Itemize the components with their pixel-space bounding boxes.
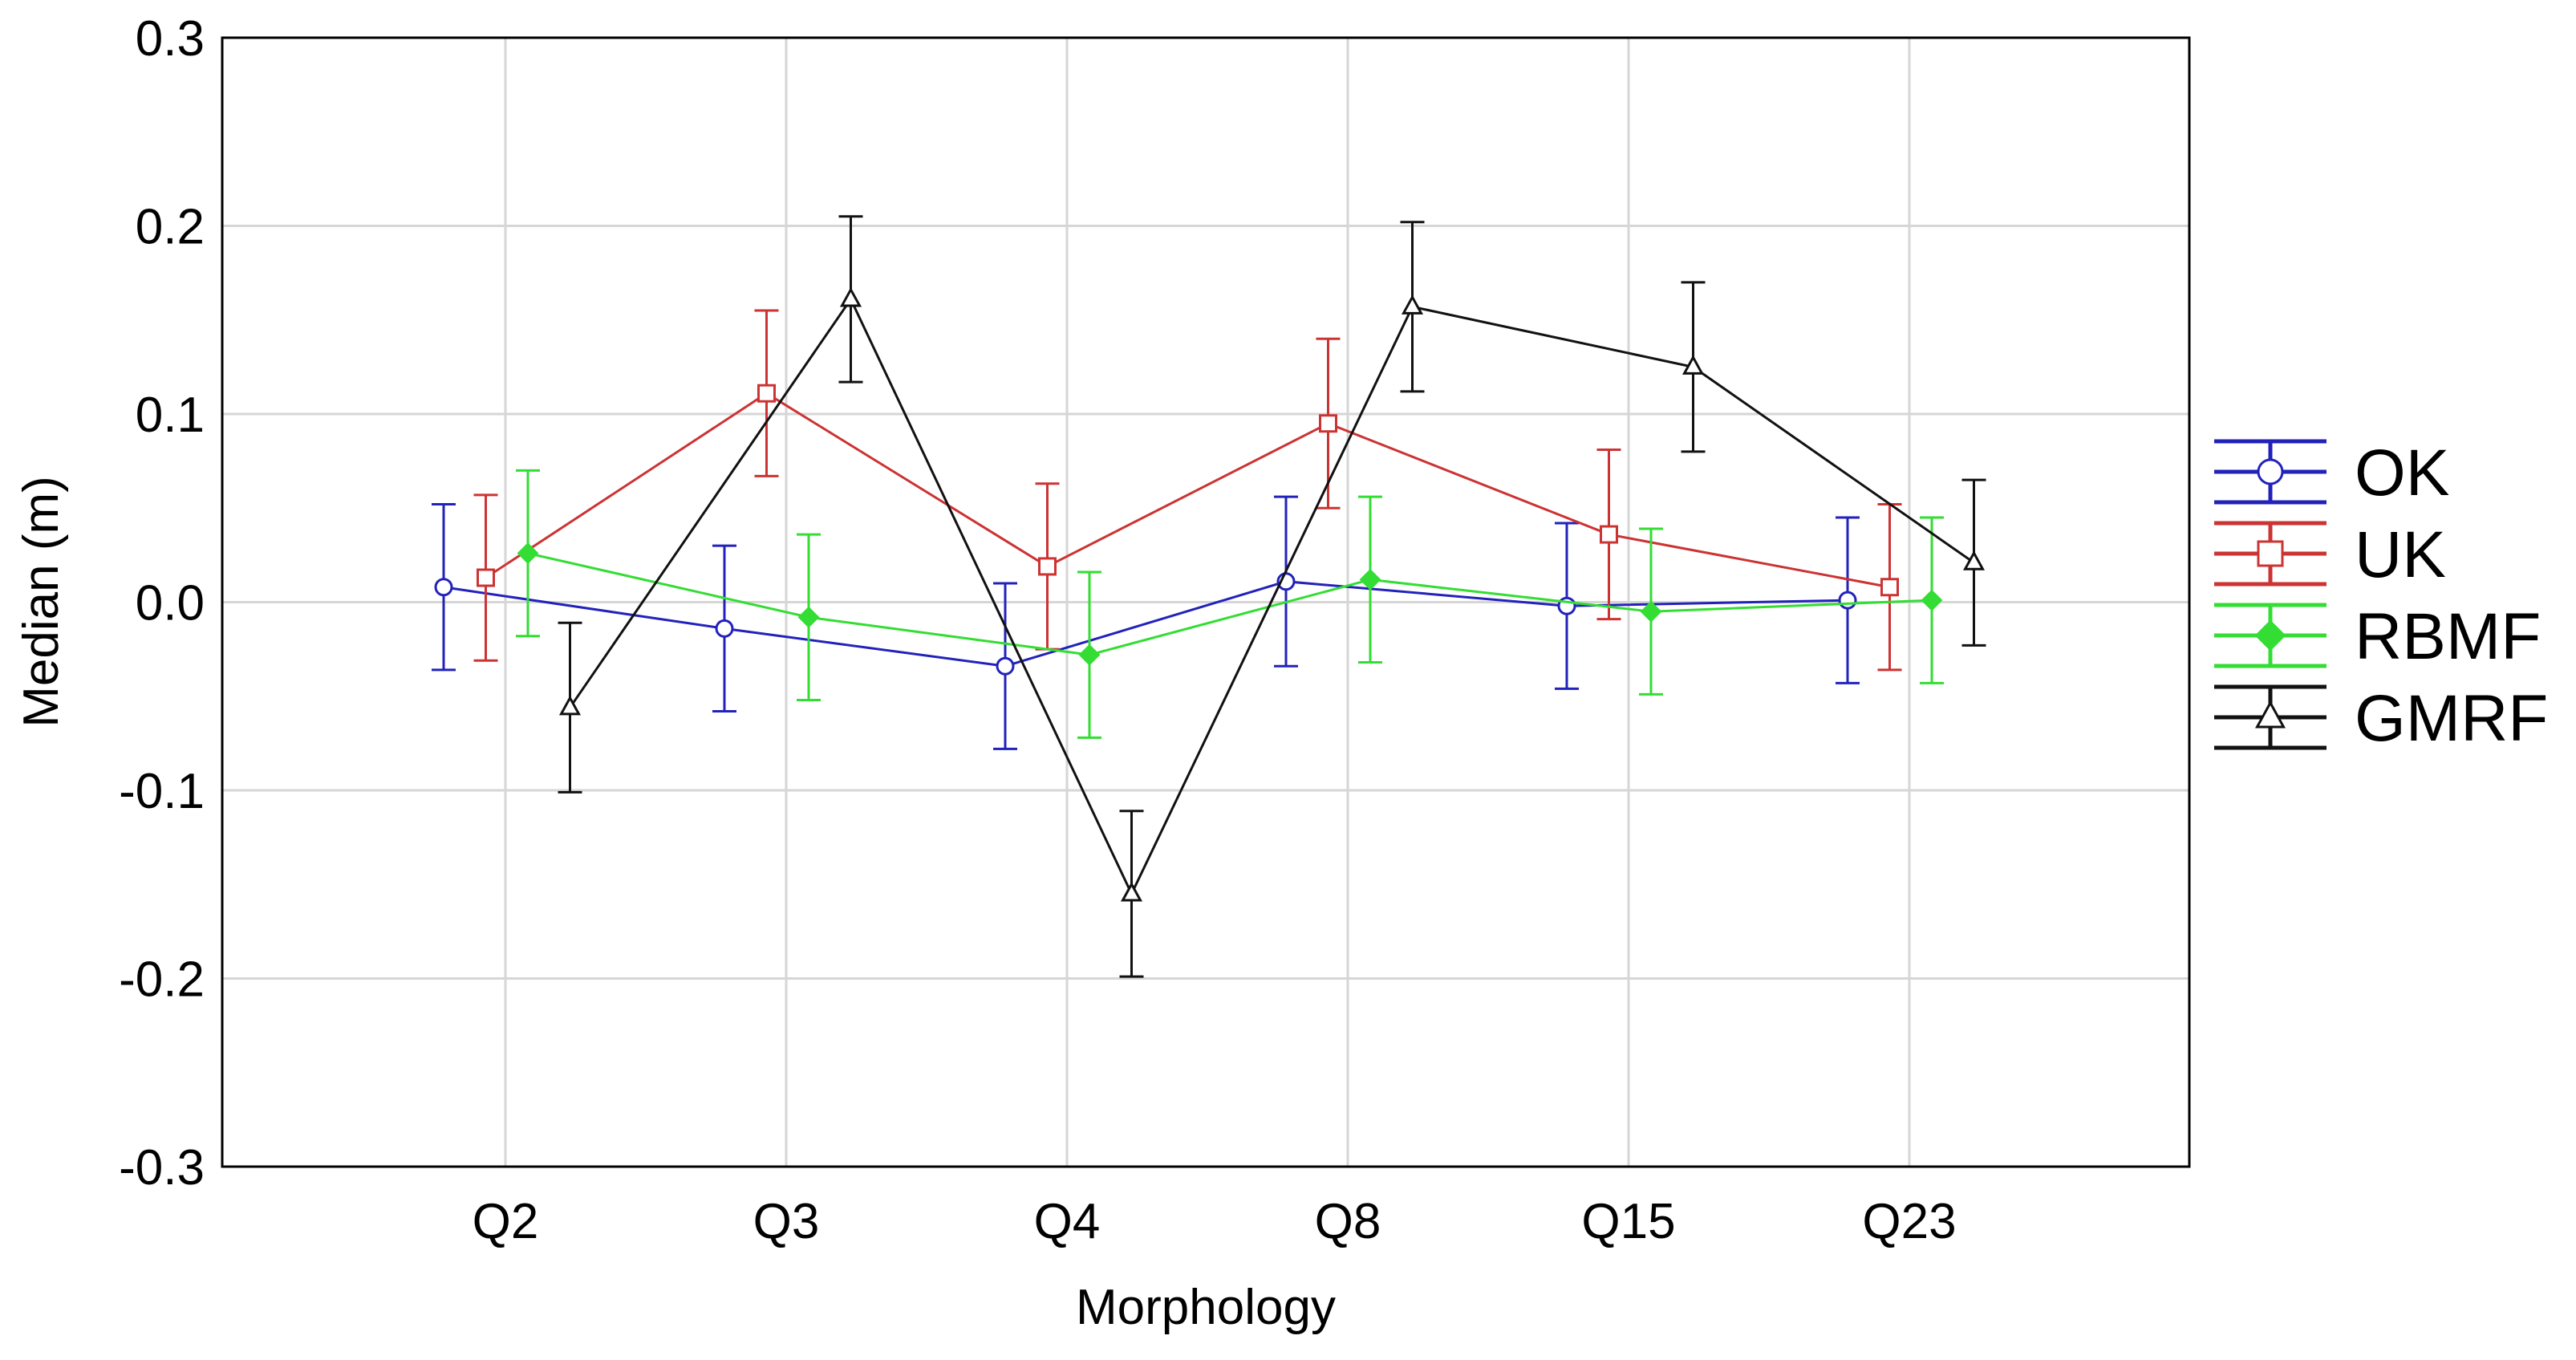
- x-tick-label: Q2: [473, 1194, 539, 1249]
- series-rbmf: [516, 469, 1944, 739]
- data-point-marker: [1401, 294, 1424, 315]
- data-point-marker: [839, 286, 862, 307]
- x-tick-label: Q3: [753, 1194, 820, 1249]
- series-line: [443, 580, 1848, 668]
- data-point-marker: [1038, 557, 1057, 576]
- legend-item-ok: OK: [2214, 436, 2449, 509]
- series-uk: [473, 309, 1902, 672]
- y-axis-ticks: 0.3 0.2 0.1 0.0 -0.1 -0.2 -0.3: [119, 11, 205, 1196]
- data-point-marker: [1319, 414, 1337, 433]
- y-tick-label: -0.2: [119, 952, 205, 1008]
- data-point-marker: [1640, 600, 1662, 623]
- y-tick-label: -0.1: [119, 764, 205, 819]
- data-point-marker: [517, 542, 539, 564]
- y-tick-label: 0.2: [136, 200, 205, 255]
- series-line: [569, 296, 1975, 897]
- data-point-marker: [558, 695, 582, 716]
- data-point-marker: [757, 384, 776, 403]
- data-point-marker: [1359, 568, 1381, 591]
- data-point-marker: [2254, 700, 2286, 729]
- data-point-marker: [1838, 591, 1857, 610]
- series-layer: [432, 215, 1986, 978]
- data-point-marker: [2257, 458, 2284, 485]
- y-tick-label: -0.3: [119, 1140, 205, 1196]
- series-line: [527, 552, 1933, 656]
- data-point-marker: [2257, 540, 2284, 567]
- x-tick-label: Q4: [1034, 1194, 1101, 1249]
- plot-area-frame: [221, 36, 2191, 1168]
- data-point-marker: [797, 606, 820, 628]
- y-tick-label: 0.3: [136, 11, 205, 67]
- x-tick-label: Q8: [1315, 1194, 1381, 1249]
- data-point-marker: [715, 619, 734, 638]
- legend-label: UK: [2355, 518, 2446, 591]
- legend-item-rbmf: RBMF: [2214, 600, 2541, 673]
- legend-label: GMRF: [2355, 682, 2548, 755]
- data-point-marker: [477, 568, 495, 587]
- data-point-marker: [1962, 550, 1986, 570]
- y-tick-label: 0.1: [136, 388, 205, 443]
- data-point-marker: [1600, 525, 1618, 544]
- series-gmrf: [558, 215, 1986, 978]
- data-point-marker: [1921, 589, 1943, 611]
- legend-item-uk: UK: [2214, 518, 2446, 591]
- x-axis-title: Morphology: [1076, 1280, 1336, 1335]
- x-tick-label: Q23: [1862, 1194, 1956, 1249]
- legend: OK UK RBMF GMRF: [2214, 436, 2548, 755]
- legend-label: OK: [2355, 436, 2449, 509]
- y-tick-label: 0.0: [136, 576, 205, 631]
- series-ok: [432, 495, 1860, 750]
- legend-label: RBMF: [2355, 600, 2541, 673]
- data-point-marker: [434, 578, 453, 597]
- data-point-marker: [1120, 881, 1143, 902]
- data-point-marker: [2254, 619, 2286, 652]
- data-point-marker: [1681, 355, 1705, 375]
- x-axis-ticks: Q2 Q3 Q4 Q8 Q15 Q23: [473, 1194, 1957, 1249]
- data-point-marker: [996, 656, 1015, 676]
- legend-item-gmrf: GMRF: [2214, 682, 2548, 755]
- x-tick-label: Q15: [1581, 1194, 1675, 1249]
- data-point-marker: [1880, 578, 1899, 597]
- y-axis-title: Median (m): [14, 476, 69, 728]
- data-point-marker: [1078, 643, 1101, 666]
- series-line: [485, 392, 1890, 589]
